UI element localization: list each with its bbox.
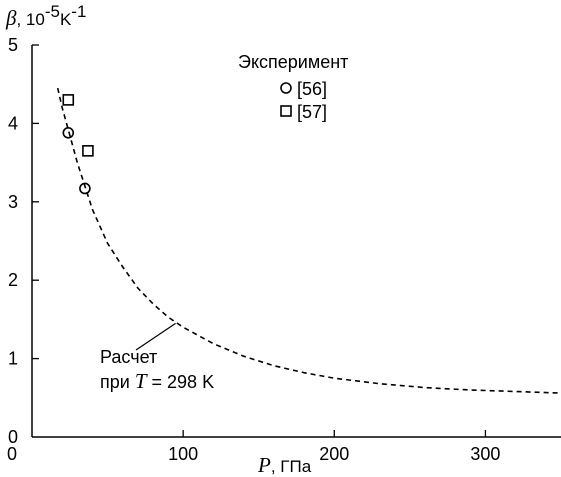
x-tick-label: 100 <box>168 444 198 464</box>
legend-square-marker <box>280 105 292 117</box>
data-point-circle <box>79 182 91 195</box>
y-tick-label: 3 <box>8 192 18 212</box>
y-tick-label: 5 <box>8 35 18 55</box>
legend-entry-57: [57] <box>297 102 327 122</box>
annotation-line-2: при T = 298 K <box>100 369 214 393</box>
y-axis-label: β, 10-5K-1 <box>5 2 86 30</box>
x-tick-label: 200 <box>319 444 349 464</box>
y-tick-label: 1 <box>8 349 18 369</box>
legend-entry-56: [56] <box>297 79 327 99</box>
data-point-square <box>82 145 94 157</box>
dashed-curve-line <box>56 87 561 394</box>
legend-circle-marker <box>280 82 292 94</box>
y-tick-label: 2 <box>8 270 18 290</box>
data-point-square <box>62 94 75 106</box>
calculated-curve <box>56 87 561 394</box>
legend-title: Эксперимент <box>238 52 348 72</box>
x-axis-label: P, ГПа <box>257 453 312 477</box>
data-points <box>62 94 94 195</box>
curve-annotation: Расчет при T = 298 K <box>100 322 214 393</box>
plot-axes <box>31 45 561 438</box>
annotation-leader-line <box>135 322 176 351</box>
axis-ticks: 0 1 2 3 4 5 0 100 200 300 <box>7 35 500 464</box>
x-tick-label: 300 <box>470 444 500 464</box>
legend: Эксперимент [56] [57] <box>238 52 348 122</box>
y-tick-label: 0 <box>8 427 18 447</box>
annotation-line-1: Расчет <box>100 347 157 367</box>
data-point-circle <box>62 127 75 139</box>
y-tick-label: 4 <box>8 113 18 133</box>
x-tick-label: 0 <box>7 444 17 464</box>
